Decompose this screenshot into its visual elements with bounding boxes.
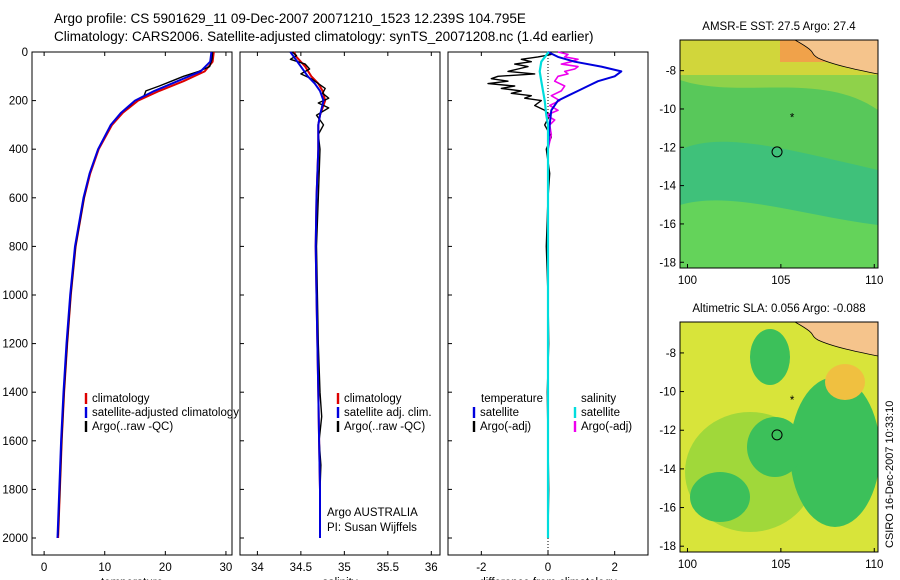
previous-position-marker: * (790, 113, 795, 125)
diff-sal-argo-line (545, 51, 579, 538)
y-tick-label: 1800 (2, 484, 28, 496)
y-tick-label: 200 (9, 96, 28, 108)
temp-argo-line (57, 51, 214, 536)
legend-diff-sal-argo: Argo(-adj) (581, 421, 632, 433)
map-x-tick-label: 100 (678, 559, 697, 571)
map-x-tick-label: 100 (678, 275, 697, 287)
x-axis-label: temperature (101, 577, 163, 580)
y-tick-label: 800 (9, 241, 28, 253)
legend-diff-temperature-heading: temperature (481, 393, 543, 405)
x-tick-label: 35.5 (377, 562, 399, 574)
sla-eddy-centre (747, 417, 803, 477)
map-x-tick-label: 105 (771, 559, 790, 571)
y-tick-label: 2000 (2, 533, 28, 545)
float-position-marker (771, 146, 783, 158)
y-tick-label: 0 (22, 47, 28, 59)
map-y-tick-label: -18 (659, 257, 676, 269)
legend-diff-salinity-heading: salinity (581, 393, 616, 405)
map-y-tick-label: -10 (659, 387, 676, 399)
pi-annotation-line-1: Argo AUSTRALIA (327, 507, 418, 519)
map-y-tick-label: -14 (659, 464, 676, 476)
x-tick-label: 10 (98, 562, 111, 574)
x-tick-label: 0 (545, 562, 551, 574)
map-y-tick-label: -16 (659, 219, 676, 231)
map-y-tick-label: -12 (659, 142, 676, 154)
map-y-tick-label: -10 (659, 104, 676, 116)
sla-high-region (825, 364, 865, 400)
sla-eddy-east (790, 377, 878, 527)
sla-eddy-north (750, 329, 790, 385)
legend-diff-sal-satellite: satellite (581, 407, 620, 419)
map-title: Altimetric SLA: 0.056 Argo: -0.088 (692, 303, 865, 315)
x-tick-label: 20 (159, 562, 172, 574)
map-y-tick-label: -12 (659, 425, 676, 437)
x-tick-label: 34 (251, 562, 264, 574)
map-sst-map: AMSR-E SST: 27.5 Argo: 27.4 100 105 110 -8 -1… (659, 21, 883, 287)
panel-difference-from-climatology: -2 0 2 difference from climatology temperatu… (447, 51, 649, 580)
y-tick-label: 1200 (2, 339, 28, 351)
map-y-tick-label: -18 (659, 541, 676, 553)
pi-annotation-line-2: PI: Susan Wijffels (327, 522, 417, 534)
x-tick-label: 35 (338, 562, 351, 574)
map-x-tick-label: 105 (771, 275, 790, 287)
y-tick-label: 1400 (2, 387, 28, 399)
map-x-tick-label: 110 (865, 559, 883, 571)
x-axis-label: difference from climatology (479, 577, 616, 580)
figure-title-line-2: Climatology: CARS2006. Satellite-adjuste… (54, 29, 594, 44)
land-mass (794, 322, 878, 357)
map-x-tick-label: 110 (865, 275, 883, 287)
map-frame (679, 39, 879, 269)
float-position-marker (771, 429, 783, 441)
timestamp-stamp: CSIRO 16-Dec-2007 10:33:10 (884, 400, 896, 548)
panel-temperature-profile: 0 10 20 30 temperature 0 200 400 600 800 1000 1200 1… (2, 47, 239, 580)
previous-position-marker: * (790, 395, 795, 407)
temp-satellite-line (56, 51, 213, 539)
legend-diff-temp-satellite: satellite (480, 407, 519, 419)
map-y-tick-label: -14 (659, 181, 676, 193)
legend-sal-climatology: climatology (344, 393, 402, 405)
x-axis-label: salinity (322, 577, 357, 580)
diff-temp-argo-line (487, 51, 552, 536)
x-tick-label: -2 (476, 562, 486, 574)
x-tick-label: 2 (611, 562, 617, 574)
map-y-tick-label: -8 (666, 66, 676, 78)
sst-south-band (680, 200, 878, 268)
x-tick-label: 36 (425, 562, 438, 574)
legend-temp-climatology: climatology (92, 393, 150, 405)
y-tick-label: 1000 (2, 290, 28, 302)
x-tick-label: 0 (41, 562, 47, 574)
map-title: AMSR-E SST: 27.5 Argo: 27.4 (702, 21, 856, 33)
sal-argo-line (289, 51, 330, 536)
legend-temp-satellite: satellite-adjusted climatology (92, 407, 239, 419)
plot-frame (31, 51, 233, 556)
sla-eddy-west (690, 472, 750, 522)
map-sla-map: Altimetric SLA: 0.056 Argo: -0.088 100 105… (659, 303, 883, 571)
map-y-tick-label: -8 (666, 348, 676, 360)
map-y-tick-label: -16 (659, 503, 676, 515)
legend-sal-argo: Argo(..raw -QC) (344, 421, 425, 433)
diff-temp-satellite-line (547, 51, 623, 538)
legend-temp-argo: Argo(..raw -QC) (92, 421, 173, 433)
y-tick-label: 1600 (2, 436, 28, 448)
temp-climatology-line (57, 51, 215, 539)
y-tick-label: 400 (9, 144, 28, 156)
figure-title-line-1: Argo profile: CS 5901629_11 09-Dec-2007 … (54, 11, 526, 26)
land-mass (794, 40, 878, 75)
legend-sal-satellite: satellite adj. clim. (344, 407, 432, 419)
x-tick-label: 30 (220, 562, 233, 574)
diff-sal-satellite-line (538, 51, 550, 538)
legend-diff-temp-argo: Argo(-adj) (480, 421, 531, 433)
plot-frame (239, 51, 441, 556)
x-tick-label: 34.5 (290, 562, 312, 574)
y-tick-label: 600 (9, 193, 28, 205)
map-field (680, 40, 878, 268)
map-frame (679, 321, 879, 553)
map-field (680, 322, 878, 552)
panel-salinity-profile: 34 34.5 35 35.5 36 salinity climatology satelli… (239, 51, 441, 580)
sal-satellite-line (289, 51, 325, 538)
